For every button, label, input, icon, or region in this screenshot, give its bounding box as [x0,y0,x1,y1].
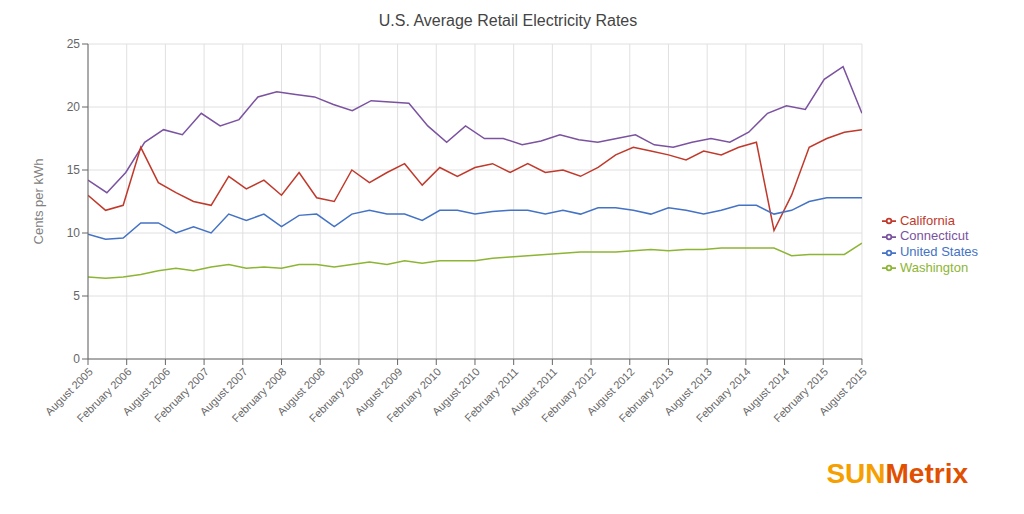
svg-text:February 2015: February 2015 [771,365,830,424]
html-text:United States: United States [900,244,978,259]
svg-text:August 2006: August 2006 [120,365,173,418]
svg-text:February 2012: February 2012 [539,365,598,424]
svg-text:0: 0 [73,352,80,366]
svg-text:February 2011: February 2011 [462,365,521,424]
svg-text:February 2008: February 2008 [229,365,288,424]
svg-text:August 2005: August 2005 [42,365,95,418]
svg-text:August 2012: August 2012 [584,365,637,418]
svg-text:February 2013: February 2013 [616,365,675,424]
html-text:U.S. Average Retail Electricit: U.S. Average Retail Electricity Rates [378,12,638,29]
svg-text:25: 25 [67,37,81,51]
html-text:Washington: Washington [900,259,969,275]
svg-text:August 2007: August 2007 [197,365,250,418]
svg-text:August 2009: August 2009 [352,365,405,418]
svg-text:February 2014: February 2014 [694,365,753,424]
svg-text:August 2013: August 2013 [661,365,715,418]
svg-text:August 2008: August 2008 [275,365,328,418]
html-text:Connecticut: Connecticut [900,228,969,244]
svg-text:5: 5 [73,289,80,303]
svg-text:August 2015: August 2015 [817,365,869,417]
svg-text:August 2014: August 2014 [739,365,792,418]
svg-text:February 2006: February 2006 [75,365,134,424]
svg-text:10: 10 [67,226,81,240]
svg-text:February 2009: February 2009 [307,365,366,424]
svg-text:15: 15 [67,163,81,177]
svg-text:February 2010: February 2010 [384,365,443,424]
svg-text:August 2011: August 2011 [507,365,560,417]
html-text:SUN Metrix: SUN Metrix [826,458,968,489]
svg-text:February 2007: February 2007 [152,365,211,424]
svg-text:August 2010: August 2010 [429,365,482,418]
html-text:California: California [900,212,955,228]
svg-text:Cents per kWh: Cents per kWh [31,159,46,245]
svg-text:20: 20 [67,100,81,114]
